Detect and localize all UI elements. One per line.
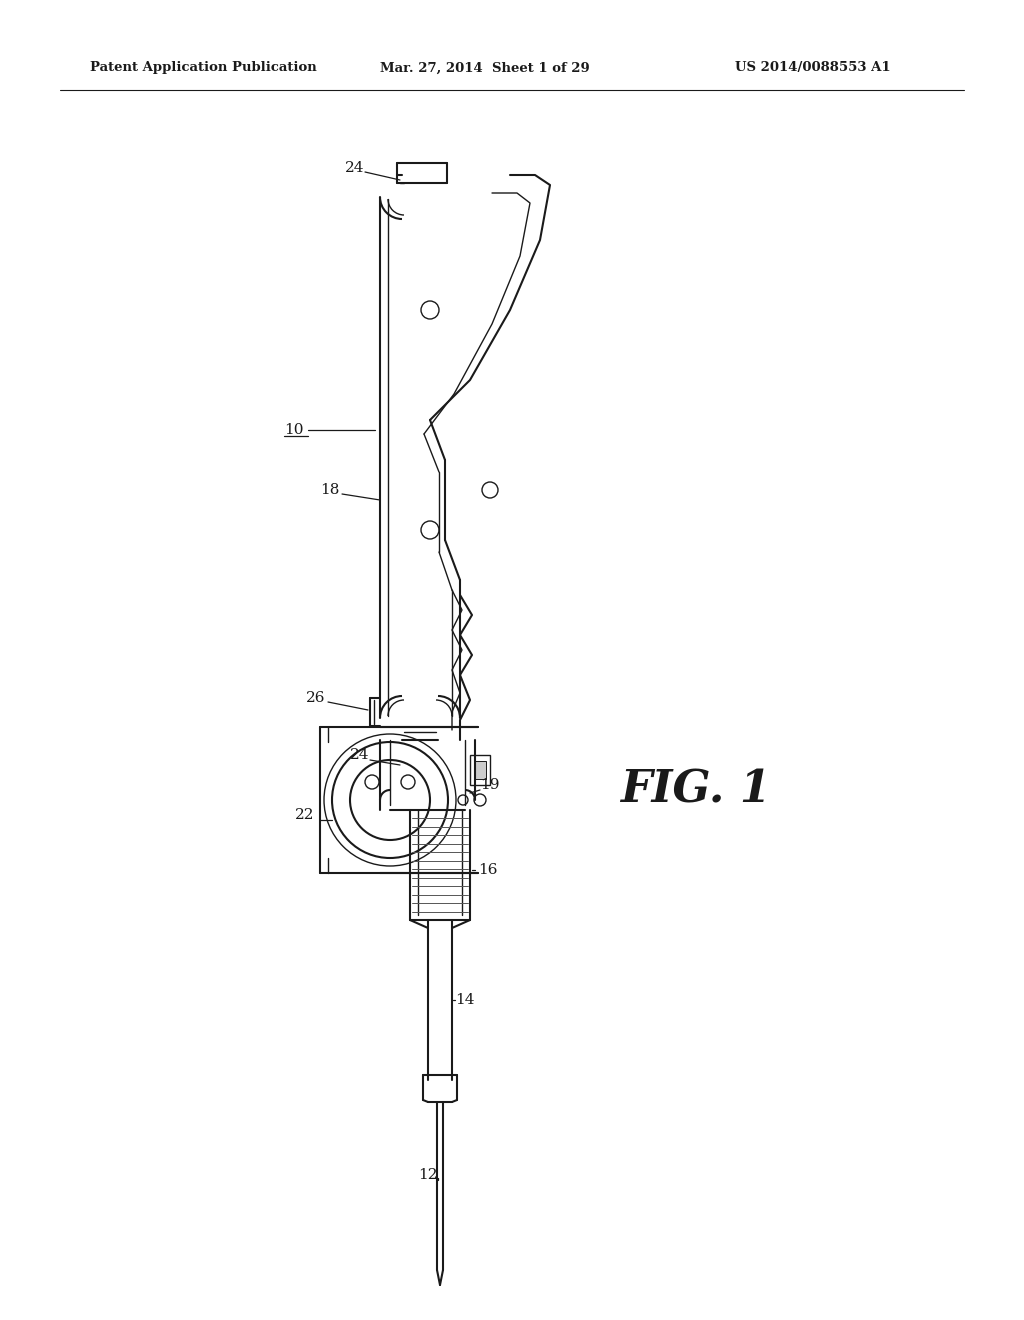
Text: 14: 14 (456, 993, 475, 1007)
Text: 22: 22 (295, 808, 314, 822)
Text: 24: 24 (350, 748, 370, 762)
Text: US 2014/0088553 A1: US 2014/0088553 A1 (735, 62, 891, 74)
Text: Mar. 27, 2014  Sheet 1 of 29: Mar. 27, 2014 Sheet 1 of 29 (380, 62, 590, 74)
Text: 19: 19 (480, 777, 500, 792)
Text: 10: 10 (285, 422, 304, 437)
Bar (474, 762, 486, 779)
Bar (470, 755, 490, 785)
Text: 24: 24 (345, 161, 365, 176)
Text: FIG. 1: FIG. 1 (620, 768, 771, 812)
Text: 12: 12 (418, 1168, 437, 1181)
Text: 26: 26 (306, 690, 326, 705)
Text: Patent Application Publication: Patent Application Publication (90, 62, 316, 74)
Text: 16: 16 (478, 863, 498, 876)
Text: 18: 18 (321, 483, 340, 498)
